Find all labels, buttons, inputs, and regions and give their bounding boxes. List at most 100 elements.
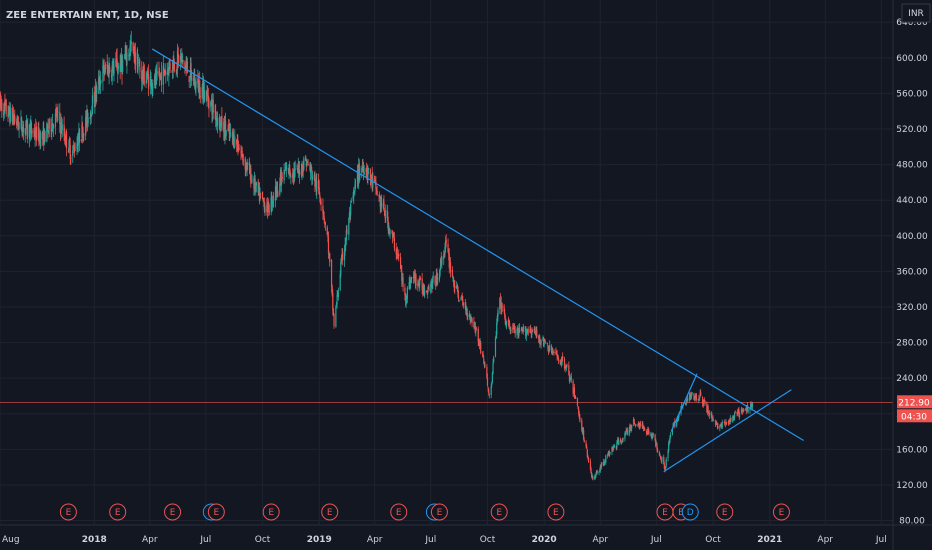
candle-body [596, 470, 598, 473]
candle-body [333, 313, 335, 327]
event-label: E [327, 508, 333, 518]
candle-body [173, 62, 176, 70]
candle-body [512, 327, 514, 330]
currency-badge[interactable] [901, 3, 931, 23]
candle-body [427, 290, 429, 294]
candle-body [231, 132, 233, 137]
candle-body [746, 406, 748, 410]
candle-body [56, 111, 58, 118]
candle-body [380, 199, 382, 206]
candle-body [544, 341, 547, 343]
candle-body [141, 71, 143, 81]
candle-body [142, 73, 144, 80]
x-tick-label: Apr [142, 535, 158, 545]
candle-body [276, 181, 278, 194]
candle-body [17, 121, 20, 130]
candle-body [552, 351, 554, 352]
candle-body [440, 257, 442, 265]
candle-body [281, 175, 283, 185]
candle-body [25, 120, 28, 123]
candle-body [167, 71, 169, 75]
candle-body [294, 168, 296, 170]
candle-body [270, 197, 272, 211]
x-tick-label: 2019 [307, 535, 332, 545]
trendline-channel-line[interactable] [670, 373, 698, 432]
trendline-ascending-support[interactable] [663, 389, 792, 473]
candle-body [724, 424, 726, 426]
earnings-marker [716, 503, 734, 521]
candle-body [59, 112, 61, 124]
candle-body [249, 168, 251, 175]
candle-body [146, 71, 148, 79]
candle-body [629, 425, 632, 431]
candle-body [346, 229, 348, 234]
candle-body [362, 166, 364, 171]
candle-body [738, 413, 741, 418]
trendlines-layer[interactable] [151, 48, 804, 473]
candle-body [263, 201, 265, 212]
candle-body [154, 75, 156, 86]
y-tick-label: 560.00 [896, 89, 928, 99]
candle-body [156, 71, 158, 74]
candle-body [673, 421, 675, 424]
candle-body [630, 427, 632, 431]
candle-body [656, 449, 659, 452]
candle-body [464, 302, 466, 308]
candle-body [271, 195, 273, 206]
candle-body [324, 222, 326, 226]
candle-body [581, 420, 583, 431]
candle-body [133, 47, 135, 54]
candle-body [277, 193, 279, 195]
candle-body [444, 246, 446, 255]
event-label: D [687, 508, 694, 518]
candle-body [76, 143, 78, 150]
candle-body [452, 276, 454, 278]
candle-body [527, 329, 529, 334]
candle-body [139, 67, 141, 72]
candle-body [525, 331, 527, 337]
candle-body [98, 78, 100, 85]
trendline-descending-resistance[interactable] [151, 48, 804, 441]
candle-body [46, 123, 48, 142]
candle-body [711, 413, 713, 419]
candle-body [655, 439, 657, 447]
candle-body [51, 131, 53, 134]
candle-body [633, 418, 635, 424]
event-label: E [496, 508, 502, 518]
candle-body [149, 76, 151, 87]
candle-body [624, 432, 627, 434]
candle-body [56, 113, 58, 118]
candle-body [655, 443, 657, 446]
candle-body [138, 64, 140, 66]
candle-body [518, 327, 521, 333]
candle-body [169, 63, 171, 70]
candle-body [146, 78, 148, 84]
candle-body [29, 127, 31, 142]
candle-body [422, 289, 424, 293]
candle-body [503, 305, 505, 312]
candle-body [444, 240, 447, 249]
candle-body [120, 55, 122, 72]
candle-body [595, 471, 598, 475]
earnings-marker [109, 503, 127, 521]
candle-body [509, 323, 511, 330]
earnings-marker [547, 503, 565, 521]
candle-body [48, 130, 50, 132]
candle-body [443, 254, 445, 260]
candle-body [7, 114, 9, 117]
candle-body [687, 398, 689, 401]
candle-body [11, 107, 13, 122]
candle-body [409, 282, 412, 289]
candle-body [611, 447, 613, 452]
y-tick-label: 520.00 [896, 125, 928, 135]
candle-body [28, 124, 31, 139]
candle-body [85, 117, 87, 136]
candle-body [60, 122, 62, 132]
x-tick-label: 2021 [757, 535, 782, 545]
candle-body [621, 438, 624, 443]
candle-body [404, 287, 406, 296]
candle-body [716, 424, 718, 427]
candle-body [108, 66, 110, 78]
